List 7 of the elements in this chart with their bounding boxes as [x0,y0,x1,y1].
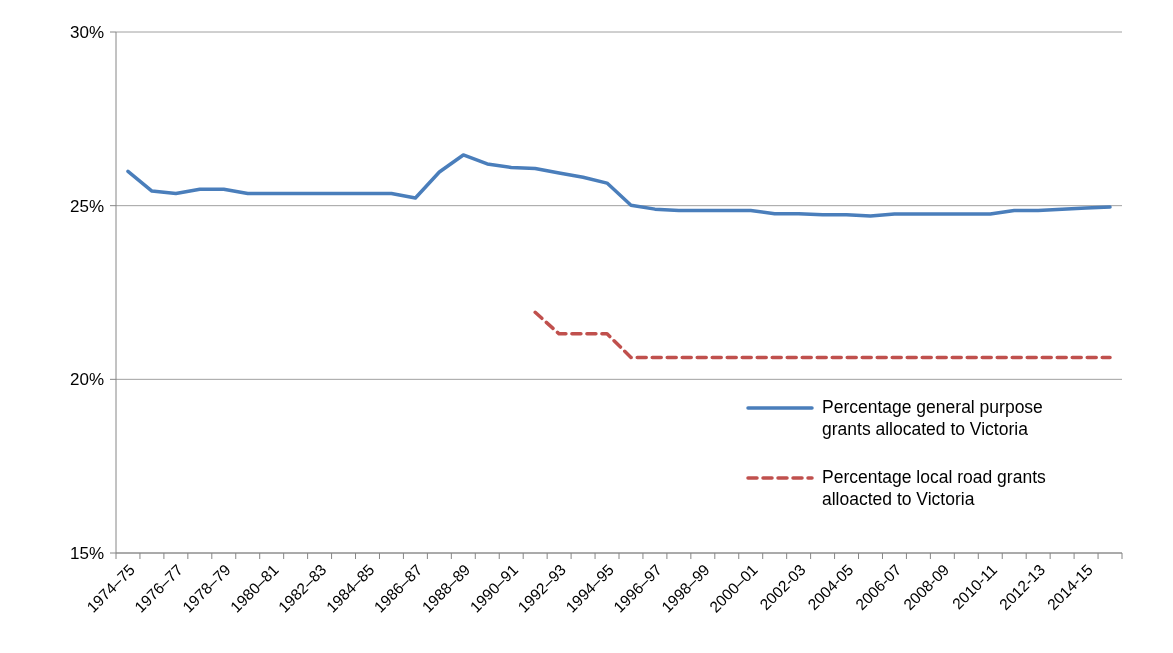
legend-label: Percentage local road grants alloacted to Victoria [822,466,1046,510]
line-series [126,153,1112,218]
legend-label: Percentage general purpose grants allocated to Victoria [822,396,1043,440]
y-tick-label: 20% [69,370,104,390]
y-tick-label: 25% [69,196,104,216]
y-tick-label: 15% [69,543,104,563]
y-tick-label: 30% [69,22,104,42]
